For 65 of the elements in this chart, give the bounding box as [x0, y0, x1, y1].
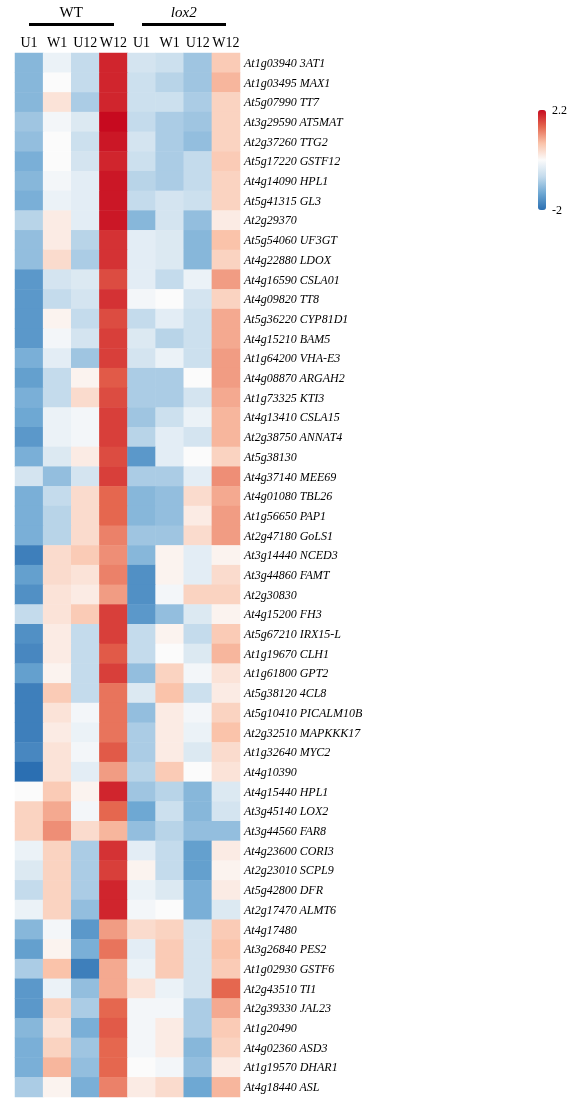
- y-tick-label: At1g03495 MAX1: [243, 75, 331, 90]
- y-tick-label: At5g17220 GSTF12: [243, 154, 341, 169]
- y-tick-label: At4g18440 ASL: [243, 1080, 320, 1095]
- y-tick-label: At5g54060 UF3GT: [243, 233, 339, 248]
- y-tick-label: At4g17480: [243, 922, 297, 937]
- y-tick-label: At4g01080 TBL26: [243, 489, 333, 504]
- y-tick-label: At1g19570 DHAR1: [243, 1060, 338, 1075]
- y-tick-label: At3g44560 FAR8: [243, 824, 327, 839]
- y-tick-label: At4g37140 MEE69: [243, 469, 337, 484]
- y-tick-label: At4g02360 ASD3: [243, 1040, 328, 1055]
- y-tick-label: At2g37260 TTG2: [243, 134, 328, 149]
- y-tick-label: At4g22880 LDOX: [243, 252, 332, 267]
- y-tick-label: At1g03940 3AT1: [243, 55, 326, 70]
- x-tick-label: W12: [212, 34, 240, 50]
- y-tick-label: At3g14440 NCED3: [243, 548, 338, 563]
- text: lox2: [169, 4, 198, 21]
- y-tick-label: At3g44860 FAMT: [243, 568, 331, 582]
- y-tick-label: At4g23600 CORI3: [243, 843, 334, 858]
- y-tick-label: At2g32510 MAPKKK17: [243, 725, 362, 740]
- y-tick-label: At3g26840 PES2: [243, 942, 327, 957]
- x-tick-label: U1: [133, 34, 151, 50]
- y-tick-label: At4g15210 BAM5: [243, 331, 331, 346]
- y-tick-label: At1g20490: [243, 1021, 297, 1036]
- y-tick-label: At2g43510 TI1: [243, 981, 317, 996]
- color-bar-label: -2: [552, 202, 562, 218]
- y-tick-label: At5g38120 4CL8: [243, 686, 327, 701]
- text: WT: [58, 4, 84, 21]
- y-tick-label: At2g23010 SCPL9: [243, 863, 334, 878]
- y-tick-label: At4g10390: [243, 764, 297, 779]
- y-tick-label: At5g10410 PICALM10B: [243, 705, 363, 720]
- x-tick-label: U12: [185, 34, 210, 50]
- y-tick-label: At4g16590 CSLA01: [243, 272, 340, 287]
- y-tick-label: At4g13410 CSLA15: [243, 410, 340, 425]
- y-tick-label: At3g45140 LOX2: [243, 804, 329, 819]
- y-tick-label: At2g29370: [243, 213, 297, 228]
- y-tick-label: At5g41315 GL3: [243, 193, 322, 208]
- x-tick-label: W1: [47, 34, 68, 50]
- y-tick-label: At5g07990 TT7: [243, 95, 321, 110]
- y-tick-label: At4g15200 FH3: [243, 607, 322, 622]
- x-tick-label: U1: [20, 34, 38, 50]
- x-tick-label: U12: [73, 34, 98, 50]
- y-tick-label: At1g56650 PAP1: [243, 508, 327, 523]
- x-tick-label: W12: [99, 34, 128, 50]
- y-tick-label: At1g02930 GSTF6: [243, 961, 335, 976]
- y-tick-label: At5g67210 IRX15-L: [243, 627, 342, 642]
- y-tick-label: At5g36220 CYP81D1: [243, 311, 349, 326]
- y-tick-label: At1g73325 KTI3: [243, 390, 325, 405]
- y-tick-label: At4g15440 HPL1: [243, 784, 329, 799]
- y-tick-label: At2g47180 GoLS1: [243, 528, 334, 543]
- y-tick-label: At4g14090 HPL1: [243, 174, 329, 189]
- y-tick-label: At4g08870 ARGAH2: [243, 371, 345, 386]
- y-tick-label: At1g64200 VHA-E3: [243, 351, 341, 366]
- y-tick-label: At3g29590 AT5MAT: [243, 114, 344, 129]
- y-tick-label: At1g19670 CLH1: [243, 646, 330, 661]
- y-tick-label: At2g17470 ALMT6: [243, 902, 337, 917]
- y-tick-label: At2g30830: [243, 587, 297, 602]
- y-tick-label: At5g42800 DFR: [243, 883, 324, 898]
- color-bar-label: 2.2: [552, 102, 567, 118]
- y-tick-label: At5g38130: [243, 449, 297, 464]
- x-tick-label: W1: [159, 34, 180, 50]
- y-tick-label: At2g38750 ANNAT4: [243, 430, 343, 445]
- y-tick-label: At1g32640 MYC2: [243, 745, 331, 760]
- y-tick-label: At2g39330 JAL23: [243, 1001, 331, 1016]
- y-tick-label: At1g61800 GPT2: [243, 666, 329, 681]
- y-tick-label: At4g09820 TT8: [243, 292, 320, 307]
